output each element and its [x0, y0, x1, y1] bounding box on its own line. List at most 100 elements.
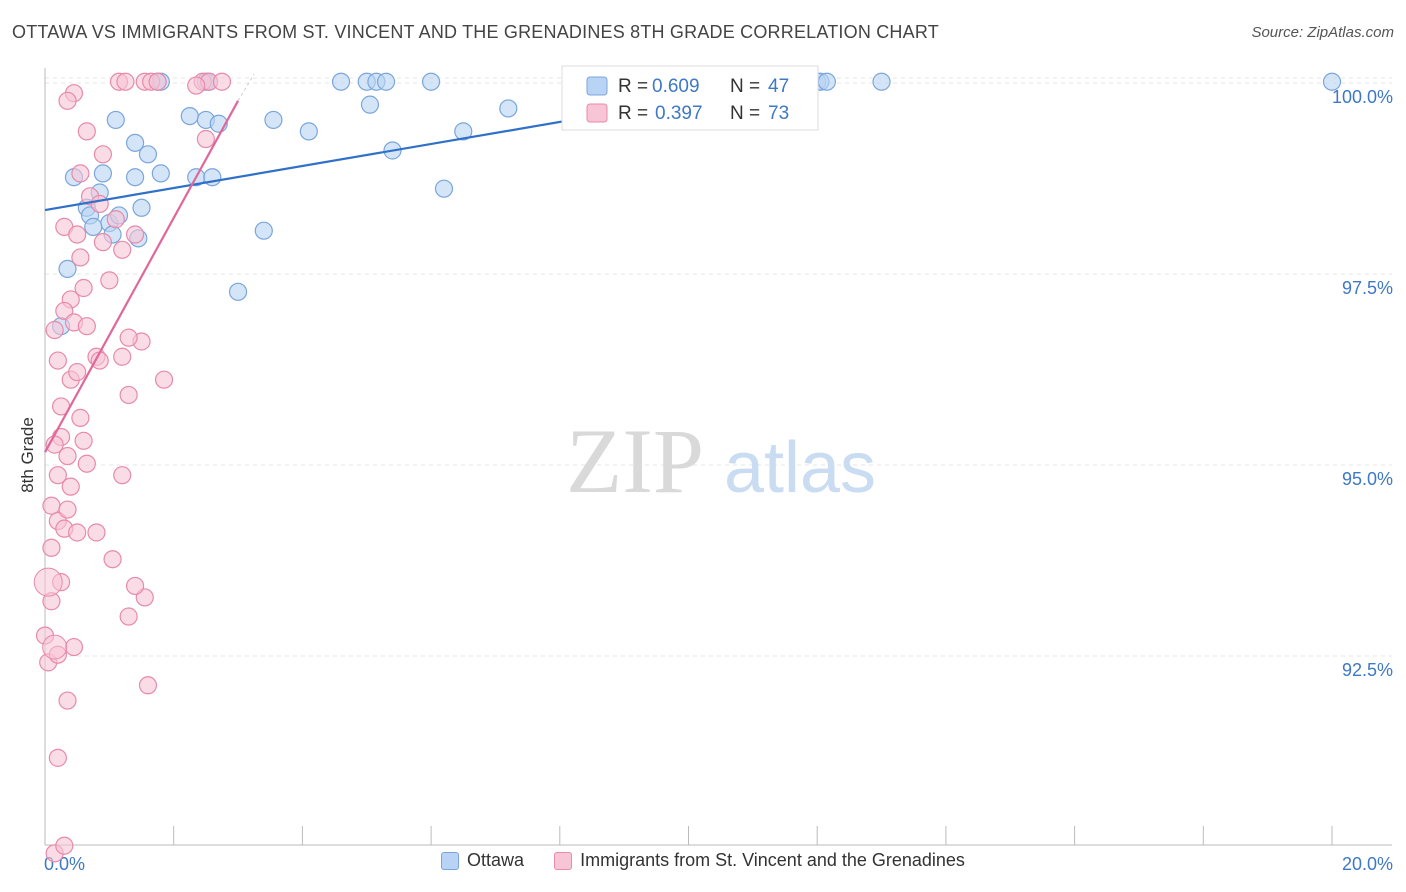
ottawa-point [872, 72, 891, 91]
ottawa-point [376, 72, 396, 91]
trend-extension [237, 73, 255, 102]
immigrants-point [90, 194, 109, 214]
ottawa-point [84, 217, 103, 236]
y-axis-label: 8th Grade [18, 417, 37, 493]
ottawa-point [264, 110, 283, 130]
ottawa-point [132, 198, 151, 217]
stats-n-label-ottawa: N = [730, 76, 760, 97]
immigrants-point [42, 634, 68, 660]
y-tick-label: 100.0% [1332, 87, 1393, 107]
y-tick-label: 95.0% [1342, 469, 1393, 489]
immigrants-point [212, 72, 232, 91]
gridlines [45, 77, 1392, 657]
watermark: ZIP atlas [566, 410, 876, 512]
ottawa-point [360, 95, 380, 114]
immigrants-point [74, 431, 93, 450]
immigrants-point [48, 466, 67, 485]
trend-lines [44, 73, 818, 453]
immigrants-point [125, 576, 145, 596]
immigrants-point [64, 637, 84, 657]
trend-line-immigrants [44, 100, 240, 453]
immigrants-point [113, 240, 132, 259]
ottawa-point [454, 122, 473, 141]
immigrants-point [71, 164, 90, 183]
immigrants-point [119, 607, 138, 626]
chart-legend: Ottawa Immigrants from St. Vincent and t… [0, 850, 1406, 871]
legend-item-immigrants[interactable]: Immigrants from St. Vincent and the Gren… [554, 850, 965, 871]
immigrants-point [154, 370, 174, 389]
chart-title: OTTAWA VS IMMIGRANTS FROM ST. VINCENT AN… [12, 22, 939, 42]
stats-legend: R = 0.609 N = 47 R = 0.397 N = 73 [561, 65, 819, 131]
immigrants-point [48, 748, 67, 767]
immigrants-point [33, 567, 63, 597]
immigrants-point [187, 76, 206, 95]
stats-swatch-ottawa [586, 76, 608, 96]
ottawa-point [254, 221, 273, 240]
ottawa-point [299, 122, 318, 141]
immigrants-point [58, 91, 77, 110]
ottawa-point [1322, 72, 1342, 91]
ottawa-point [106, 110, 125, 130]
ottawa-point [138, 145, 158, 164]
watermark-zip: ZIP [566, 410, 704, 512]
immigrants-point [119, 385, 138, 405]
stats-n-label-immigrants: N = [730, 103, 760, 124]
immigrants-point [103, 550, 122, 569]
immigrants-point [58, 500, 77, 519]
immigrants-point [113, 347, 132, 366]
immigrants-point [93, 233, 113, 252]
ottawa-point [434, 179, 454, 198]
immigrants-point [87, 523, 106, 542]
watermark-atlas: atlas [724, 428, 876, 508]
stats-r-value-immigrants: 0.397 [655, 103, 703, 124]
legend-swatch-immigrants [554, 851, 573, 870]
immigrants-point [71, 408, 90, 427]
immigrants-point [93, 145, 113, 164]
immigrants-point [106, 210, 125, 229]
stats-r-label-immigrants: R = [618, 103, 648, 124]
immigrants-point [71, 248, 90, 267]
legend-item-ottawa[interactable]: Ottawa [441, 850, 524, 871]
source-credit: Source: ZipAtlas.com [1251, 24, 1394, 41]
immigrants-point [45, 320, 64, 340]
immigrants-point [74, 278, 93, 298]
ottawa-point [817, 72, 836, 91]
immigrants-point [42, 538, 61, 557]
immigrants-point [48, 351, 67, 370]
immigrants-point [148, 72, 167, 91]
y-tick-label: 97.5% [1342, 278, 1393, 298]
x-tick-label: 20.0% [1342, 854, 1393, 874]
immigrants-point [119, 328, 138, 347]
ottawa-point [499, 99, 518, 118]
stats-r-value-ottawa: 0.609 [652, 76, 700, 97]
immigrants-point [61, 477, 80, 496]
ottawa-point [180, 106, 199, 126]
immigrants-point [77, 317, 96, 336]
immigrants-point [125, 225, 145, 244]
ottawa-point [151, 164, 170, 183]
immigrants-point [113, 466, 132, 485]
stats-r-label-ottawa: R = [618, 76, 648, 97]
immigrants-point [138, 676, 158, 695]
ottawa-point [58, 259, 77, 278]
ottawa-point [125, 168, 145, 187]
immigrants-point [116, 72, 135, 91]
immigrants-point [42, 496, 61, 515]
legend-label-immigrants: Immigrants from St. Vincent and the Gren… [580, 850, 965, 870]
ottawa-point [93, 164, 113, 183]
immigrants-point [77, 122, 96, 141]
stats-n-value-immigrants: 73 [768, 103, 789, 124]
immigrants-point [68, 362, 87, 382]
stats-n-value-ottawa: 47 [768, 76, 789, 97]
ottawa-point [125, 133, 145, 152]
immigrants-point [196, 129, 215, 149]
immigrants-point [77, 454, 96, 473]
immigrants-point [58, 446, 77, 466]
axes: 100.0%97.5%95.0%92.5%0.0% 20.0% [44, 68, 1393, 874]
immigrants-point [100, 271, 119, 290]
immigrants-point [68, 523, 87, 542]
ottawa-point [228, 282, 248, 301]
ottawa-point [331, 72, 351, 91]
immigrants-point [58, 691, 77, 710]
legend-swatch-ottawa [441, 851, 460, 870]
